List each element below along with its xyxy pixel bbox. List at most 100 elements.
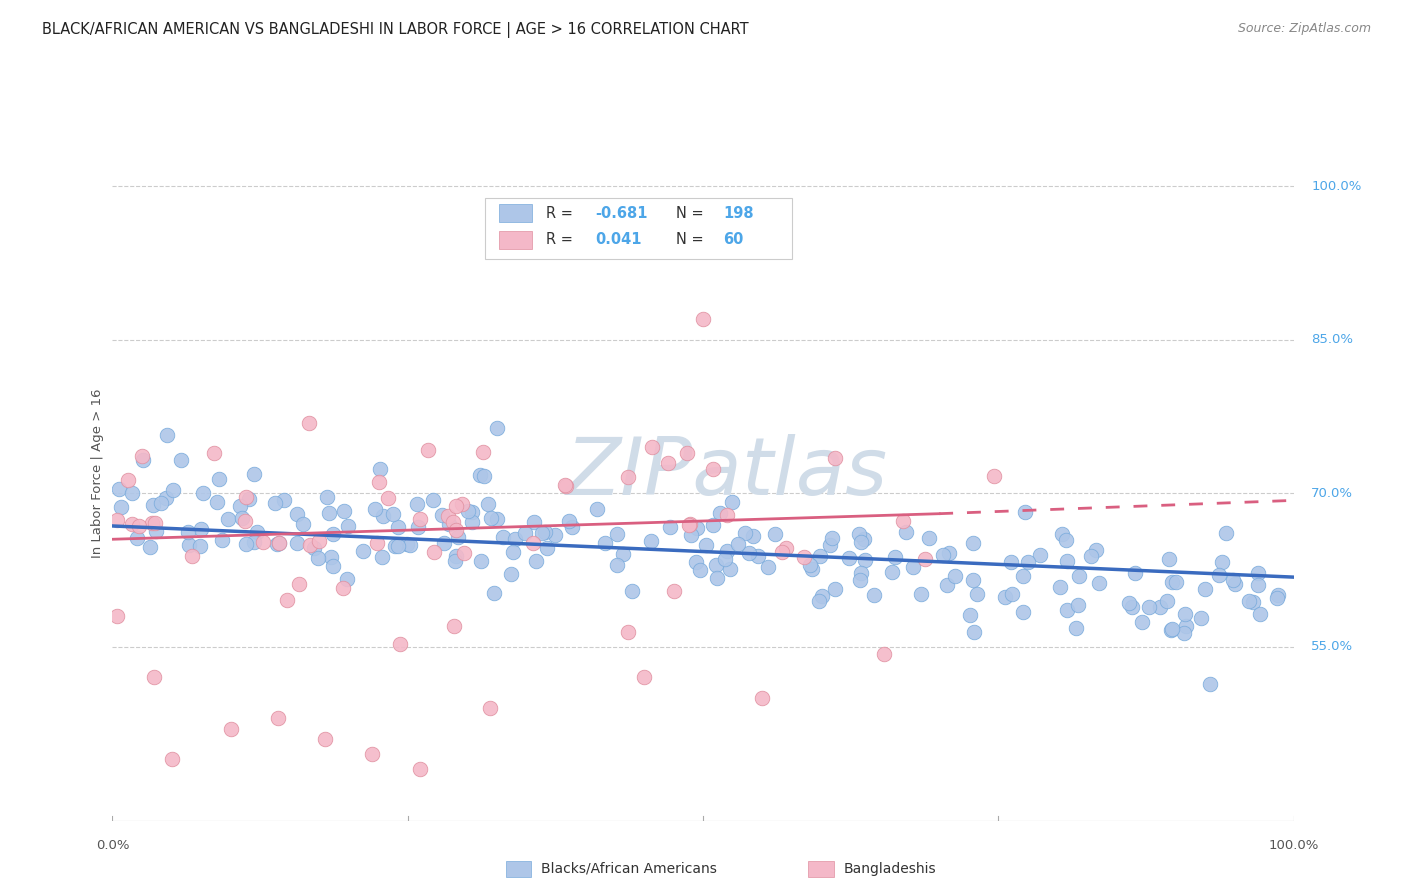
Point xyxy=(211,533,233,547)
Point xyxy=(910,587,932,601)
Point xyxy=(1130,615,1153,630)
Point xyxy=(1000,556,1022,570)
Point xyxy=(1160,623,1182,637)
Point xyxy=(361,747,384,761)
Point xyxy=(446,549,468,563)
Point xyxy=(1012,605,1035,619)
Point xyxy=(398,538,420,552)
Point xyxy=(235,537,257,551)
Point xyxy=(443,619,465,633)
Point xyxy=(689,563,711,577)
Point xyxy=(395,537,418,551)
Point xyxy=(108,482,131,496)
Point xyxy=(285,535,308,549)
Point xyxy=(1118,596,1140,610)
Point xyxy=(302,541,325,555)
Point xyxy=(716,543,738,558)
Point xyxy=(1215,525,1237,540)
Point xyxy=(962,536,984,550)
Point xyxy=(382,507,405,521)
Point xyxy=(678,517,700,532)
Point xyxy=(242,534,264,549)
Point xyxy=(1194,582,1216,597)
Point xyxy=(1164,575,1187,590)
Point xyxy=(891,514,914,528)
Point xyxy=(747,549,769,563)
Point xyxy=(555,479,578,493)
Point xyxy=(176,525,198,540)
Point xyxy=(479,510,502,524)
Text: 0.0%: 0.0% xyxy=(96,839,129,852)
Point xyxy=(702,462,724,476)
Point xyxy=(718,562,741,576)
Point xyxy=(264,496,287,510)
Point xyxy=(558,514,581,528)
Text: R =: R = xyxy=(546,232,582,247)
Point xyxy=(1199,677,1222,691)
Point xyxy=(143,670,166,684)
Point xyxy=(1049,580,1071,594)
Point xyxy=(1084,543,1107,558)
Point xyxy=(233,514,256,528)
Point xyxy=(659,519,682,533)
Point xyxy=(285,507,308,521)
Point xyxy=(880,565,903,579)
Point xyxy=(1149,600,1171,615)
Point xyxy=(188,539,211,553)
Point xyxy=(162,483,184,497)
Point xyxy=(180,549,202,564)
Point xyxy=(485,512,508,526)
Point xyxy=(105,513,128,527)
Point xyxy=(524,554,547,568)
Point xyxy=(336,572,359,586)
Point xyxy=(685,555,707,569)
Point xyxy=(1222,573,1244,587)
Point xyxy=(267,536,290,550)
Point xyxy=(160,752,183,766)
Point xyxy=(138,540,160,554)
Point xyxy=(288,577,311,591)
Text: 198: 198 xyxy=(723,206,754,220)
Point xyxy=(963,624,986,639)
Point xyxy=(675,446,697,460)
Point xyxy=(121,485,143,500)
Point xyxy=(485,421,508,435)
Point xyxy=(704,558,727,573)
Point xyxy=(884,549,907,564)
Point xyxy=(692,312,714,326)
FancyBboxPatch shape xyxy=(499,204,531,222)
Point xyxy=(418,442,440,457)
Point xyxy=(389,637,412,651)
Point xyxy=(586,502,609,516)
Point xyxy=(501,566,523,581)
Point xyxy=(917,531,939,545)
Point xyxy=(131,453,153,467)
Point xyxy=(482,586,505,600)
Point xyxy=(1161,575,1184,590)
Text: Source: ZipAtlas.com: Source: ZipAtlas.com xyxy=(1237,22,1371,36)
Point xyxy=(492,530,515,544)
Point xyxy=(370,549,392,564)
Text: Blacks/African Americans: Blacks/African Americans xyxy=(541,862,717,876)
Point xyxy=(1001,587,1024,601)
Point xyxy=(606,526,628,541)
Point xyxy=(706,571,728,585)
Point xyxy=(640,534,662,549)
Text: 100.0%: 100.0% xyxy=(1268,839,1319,852)
Point xyxy=(612,547,634,561)
Y-axis label: In Labor Force | Age > 16: In Labor Force | Age > 16 xyxy=(91,388,104,558)
Point xyxy=(716,508,738,522)
Point xyxy=(337,519,360,533)
Point xyxy=(721,494,744,508)
Point xyxy=(149,496,172,510)
Point xyxy=(1137,599,1160,614)
Point xyxy=(1064,621,1087,635)
Text: 70.0%: 70.0% xyxy=(1312,487,1353,500)
Point xyxy=(751,690,773,705)
Point xyxy=(318,506,340,520)
Point xyxy=(190,522,212,536)
Point xyxy=(1174,607,1197,621)
Point xyxy=(322,526,344,541)
Point xyxy=(472,469,495,483)
Point xyxy=(117,473,139,487)
